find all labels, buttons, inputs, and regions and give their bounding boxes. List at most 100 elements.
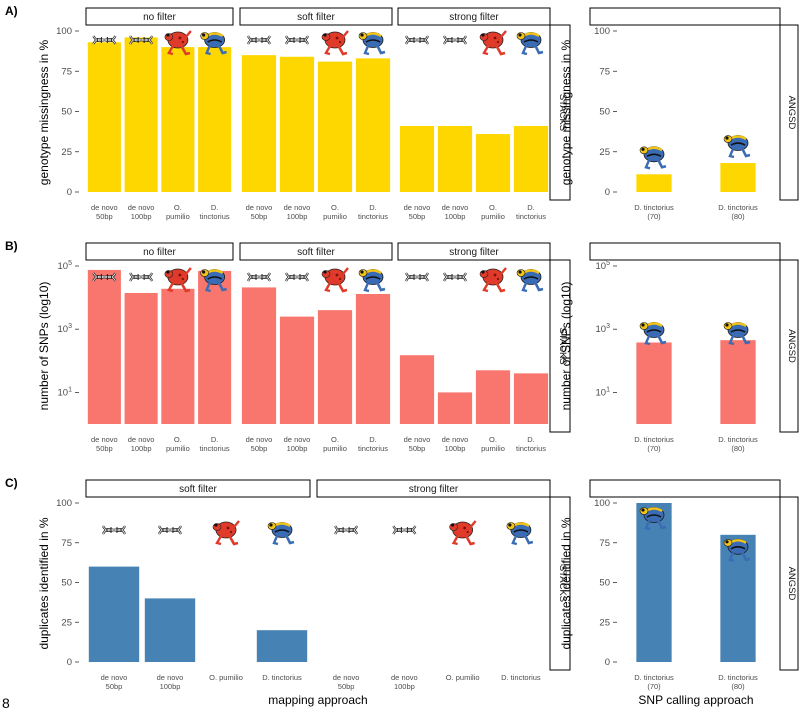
x-tick-label: de novo: [404, 203, 431, 212]
facet-title: no filter: [143, 247, 176, 258]
y-tick-label: 25: [61, 147, 72, 158]
x-tick-label: 100bp: [287, 444, 308, 453]
dna-icon: [246, 271, 272, 283]
x-tick-label: 50bp: [96, 212, 113, 221]
facet-strip: [589, 242, 781, 261]
bar: [161, 288, 195, 424]
y-tick-label: 50: [599, 107, 610, 118]
x-tick-label: D. tinctorius: [718, 435, 758, 444]
red-frog-icon: [448, 519, 477, 546]
y-axis-title: duplicates identified in %: [37, 517, 51, 649]
blue-frog-icon: [722, 134, 752, 159]
blue-frog-icon: [357, 31, 387, 56]
bar: [636, 174, 672, 192]
y-tick-label: 25: [599, 147, 610, 158]
bar: [241, 55, 277, 193]
side-strip: [549, 24, 571, 201]
dna-icon: [334, 524, 359, 536]
panel-label: B): [5, 239, 18, 253]
bar: [144, 598, 196, 662]
x-tick-label: pumilio: [323, 444, 347, 453]
x-tick-label: de novo: [442, 435, 469, 444]
bar: [513, 125, 549, 192]
x-tick-label: 50bp: [409, 212, 426, 221]
x-tick-label: de novo: [246, 203, 273, 212]
side-strip-label: ANGSD: [786, 567, 797, 601]
x-tick-label: de novo: [246, 435, 273, 444]
dna-icon: [284, 34, 310, 46]
bar: [88, 566, 140, 662]
y-tick-label: 0: [67, 657, 72, 668]
facet-title: soft filter: [179, 484, 217, 495]
x-tick-label: O.: [174, 435, 182, 444]
side-strip-label: STACKS: [557, 327, 568, 364]
x-tick-label: O.: [489, 203, 497, 212]
page-number: 8: [2, 695, 10, 711]
x-tick-label: pumilio: [166, 444, 190, 453]
x-tick-label: D.: [211, 203, 219, 212]
x-tick-label: pumilio: [166, 212, 190, 221]
x-tick-label: D. tinctorius: [718, 203, 758, 212]
facet-title: soft filter: [297, 12, 335, 23]
facet-strip: [85, 7, 234, 26]
facet-title: strong filter: [449, 12, 499, 23]
x-tick-label: tinctorius: [358, 212, 388, 221]
y-axis-title: genotype missingness in %: [559, 39, 573, 185]
panel-c: C) duplicates identified in % 0 25 50 75 100 so…: [5, 476, 799, 707]
y-tick-label: 75: [599, 538, 610, 549]
x-tick-label: 100bp: [287, 212, 308, 221]
x-tick-label: de novo: [284, 435, 311, 444]
facet-title: strong filter: [449, 247, 499, 258]
dna-icon: [157, 524, 183, 536]
y-axis-title: number of SNPs (log10): [37, 282, 51, 411]
x-tick-label: de novo: [101, 673, 128, 682]
x-tick-label: de novo: [333, 673, 360, 682]
y-tick-label: 100: [56, 498, 72, 509]
y-tick-label: 101: [596, 386, 611, 398]
angsd-panel: duplicates identified in % 0 25 50 75 100 D. t…: [559, 479, 799, 691]
x-tick-label: 100bp: [131, 212, 152, 221]
bar: [513, 373, 549, 424]
panel-a: A) genotype missingness in % 0 25 50 75 100 no …: [5, 4, 799, 221]
panel-b: B) number of SNPs (log10) 101 103 105 no filt…: [5, 239, 799, 453]
side-strip-label: ANGSD: [786, 96, 797, 130]
x-tick-label: O.: [489, 435, 497, 444]
red-frog-icon: [163, 266, 193, 293]
x-tick-label: 50bp: [338, 682, 355, 691]
facet-strip: [589, 7, 781, 26]
x-tick-label: D. tinctorius: [634, 673, 674, 682]
x-tick-label: O.: [331, 203, 339, 212]
y-tick-label: 75: [61, 538, 72, 549]
side-strip: [549, 259, 571, 433]
y-tick-label: 100: [56, 26, 72, 37]
bar: [279, 316, 315, 424]
dna-icon: [392, 524, 417, 536]
x-tick-label: 50bp: [96, 444, 113, 453]
x-tick-label: de novo: [284, 203, 311, 212]
blue-frog-icon: [515, 268, 545, 293]
x-tick-label: (70): [647, 444, 661, 453]
dna-icon: [404, 271, 430, 283]
blue-frog-icon: [638, 145, 668, 170]
blue-frog-icon: [515, 31, 545, 56]
x-tick-label: D. tinctorius: [718, 673, 758, 682]
bar: [124, 292, 158, 424]
bar: [198, 270, 232, 424]
y-tick-label: 101: [58, 386, 73, 398]
y-tick-label: 105: [58, 260, 73, 272]
facet-strip: [239, 242, 393, 261]
x-tick-label: O. pumilio: [209, 673, 243, 682]
x-tick-label: D. tinctorius: [262, 673, 302, 682]
dna-icon: [442, 34, 468, 46]
facet-strip: [589, 479, 781, 498]
facet-strip: [397, 7, 551, 26]
blue-frog-icon: [505, 521, 535, 546]
x-tick-label: de novo: [128, 203, 155, 212]
facet-strip: [239, 7, 393, 26]
y-tick-label: 25: [61, 617, 72, 628]
side-strip: [549, 496, 571, 671]
